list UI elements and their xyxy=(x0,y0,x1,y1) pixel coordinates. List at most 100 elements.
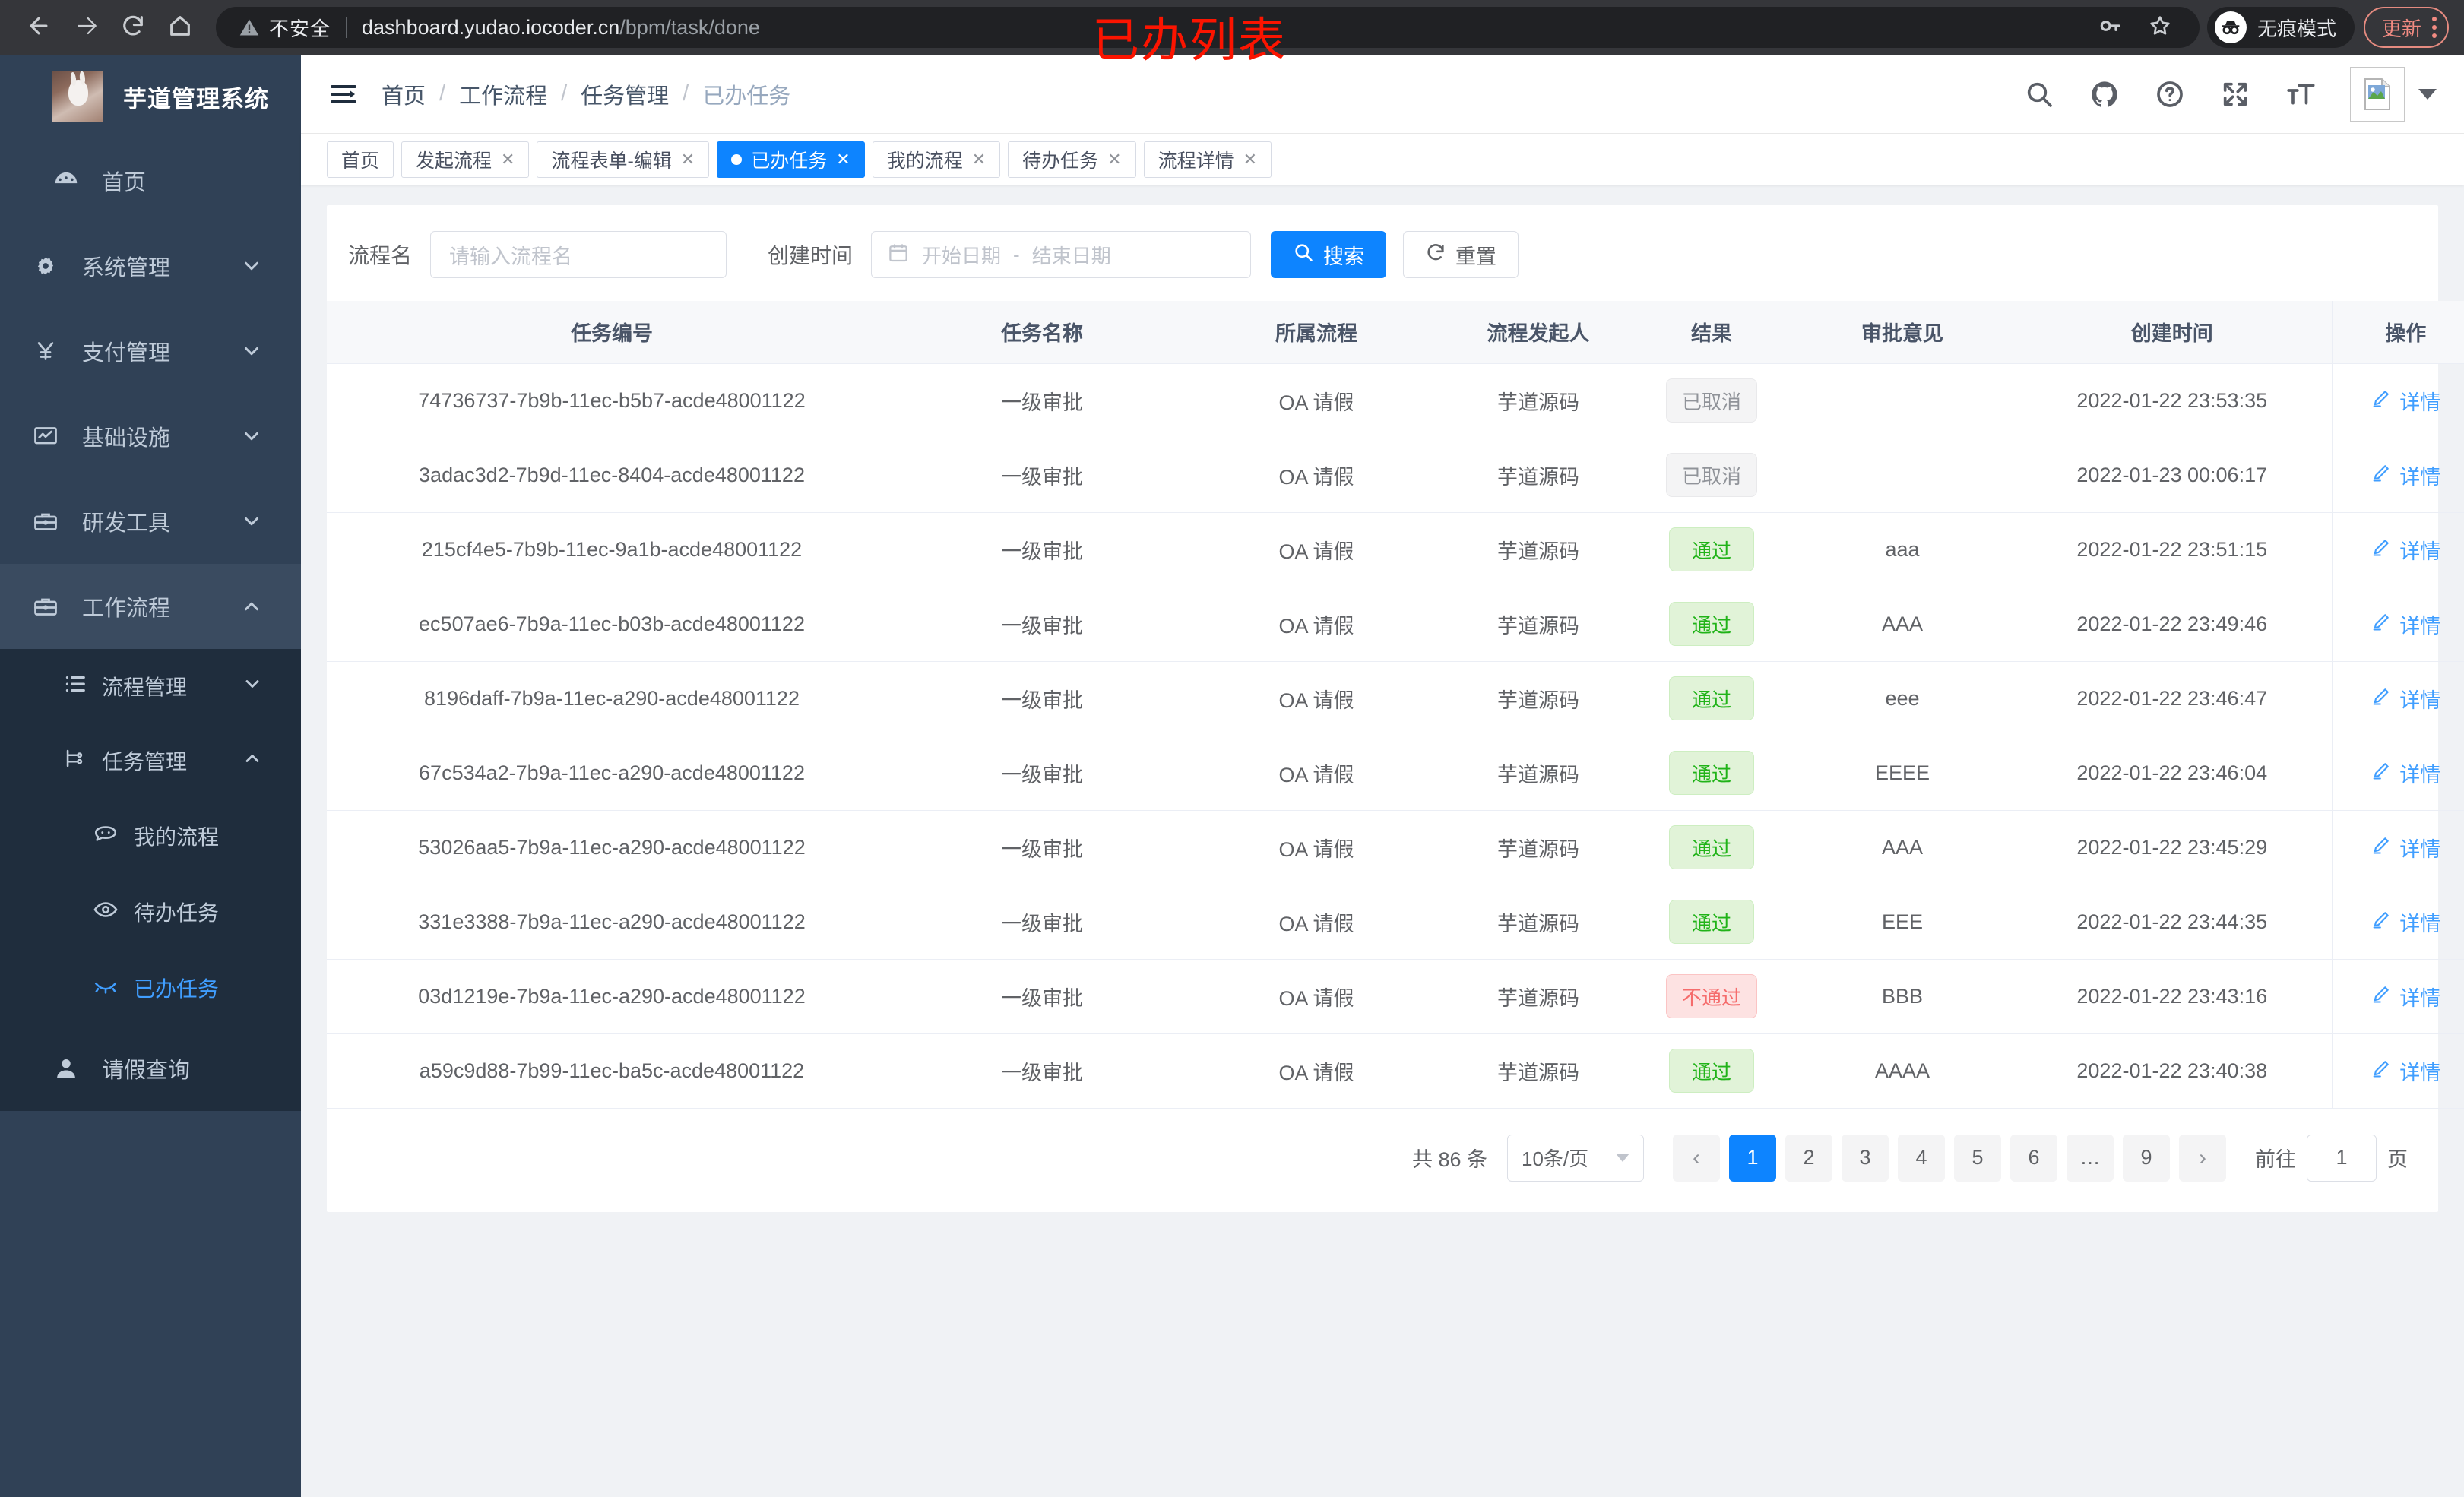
page-button-2[interactable]: 2 xyxy=(1785,1134,1832,1182)
search-icon[interactable] xyxy=(2023,78,2055,110)
security-label: 不安全 xyxy=(269,17,331,40)
page-button-9[interactable]: 9 xyxy=(2123,1134,2170,1182)
edit-pencil-icon xyxy=(2371,685,2392,712)
cell-task-name: 一级审批 xyxy=(897,661,1187,736)
reset-button[interactable]: 重置 xyxy=(1403,231,1519,278)
user-avatar-menu[interactable] xyxy=(2350,66,2437,122)
create-time-daterange[interactable]: 开始日期 - 结束日期 xyxy=(871,231,1252,278)
detail-button[interactable]: 详情 xyxy=(2371,609,2440,639)
close-icon[interactable]: ✕ xyxy=(836,149,850,169)
tab-start-process[interactable]: 发起流程 ✕ xyxy=(401,141,530,178)
tabs-bar: 首页 发起流程 ✕ 流程表单-编辑 ✕ 已办任务 ✕ 我的流程 ✕ 待办任务 ✕ xyxy=(301,134,2464,185)
sidebar-item-home[interactable]: 首页 xyxy=(0,138,301,223)
process-name-input[interactable]: 请输入流程名 xyxy=(430,231,727,278)
cell-result: 通过 xyxy=(1631,736,1792,811)
status-badge: 不通过 xyxy=(1665,974,1757,1018)
page-button-4[interactable]: 4 xyxy=(1898,1134,1945,1182)
sidebar-item-task-management[interactable]: 任务管理 xyxy=(0,723,301,798)
breadcrumb-item-1[interactable]: 工作流程 xyxy=(459,84,548,109)
detail-button[interactable]: 详情 xyxy=(2371,386,2440,416)
close-icon[interactable]: ✕ xyxy=(680,149,695,169)
col-task-name: 任务名称 xyxy=(897,301,1187,364)
prev-page-button[interactable]: ‹ xyxy=(1673,1134,1720,1182)
bookmark-star-icon[interactable] xyxy=(2148,14,2172,42)
sidebar-item-leave-query[interactable]: 请假查询 xyxy=(0,1026,301,1111)
detail-button[interactable]: 详情 xyxy=(2371,982,2440,1011)
goto-page-input[interactable]: 1 xyxy=(2307,1134,2377,1182)
edit-pencil-icon xyxy=(2371,909,2392,935)
brand[interactable]: 芋道管理系统 xyxy=(0,55,301,138)
tab-label: 待办任务 xyxy=(1022,150,1099,172)
status-badge: 通过 xyxy=(1669,1049,1754,1093)
cell-task-id: 331e3388-7b9a-11ec-a290-acde48001122 xyxy=(327,885,897,960)
sidebar-item-my-process[interactable]: 我的流程 xyxy=(0,798,301,874)
detail-button[interactable]: 详情 xyxy=(2371,684,2440,714)
cell-task-id: 03d1219e-7b9a-11ec-a290-acde48001122 xyxy=(327,959,897,1034)
reload-button[interactable] xyxy=(109,4,157,51)
detail-label: 详情 xyxy=(2399,1061,2441,1084)
github-icon[interactable] xyxy=(2089,78,2120,110)
sidebar-item-workflow[interactable]: 工作流程 xyxy=(0,564,301,649)
tab-process-form-edit[interactable]: 流程表单-编辑 ✕ xyxy=(537,141,710,178)
sidebar-item-done-task[interactable]: 已办任务 xyxy=(0,950,301,1026)
close-icon[interactable]: ✕ xyxy=(501,149,515,169)
address-bar[interactable]: 不安全 dashboard.yudao.iocoder.cn/bpm/task/… xyxy=(216,7,2200,48)
cell-opinion: eee xyxy=(1792,661,2013,736)
sidebar-item-payment-management[interactable]: 支付管理 xyxy=(0,309,301,394)
cell-opinion xyxy=(1792,363,2013,438)
tab-my-process[interactable]: 我的流程 ✕ xyxy=(872,141,1001,178)
update-button[interactable]: 更新 xyxy=(2363,7,2449,48)
close-icon[interactable]: ✕ xyxy=(1243,149,1258,169)
incognito-indicator[interactable]: 无痕模式 xyxy=(2206,7,2355,48)
tab-home[interactable]: 首页 xyxy=(327,141,394,178)
sidebar-item-dev-tools[interactable]: 研发工具 xyxy=(0,479,301,564)
back-button[interactable] xyxy=(15,4,62,51)
page-button-5[interactable]: 5 xyxy=(1954,1134,2001,1182)
tab-label: 首页 xyxy=(341,150,380,172)
sidebar-item-infrastructure[interactable]: 基础设施 xyxy=(0,394,301,479)
home-button[interactable] xyxy=(157,4,204,51)
search-button[interactable]: 搜索 xyxy=(1271,231,1387,278)
key-icon[interactable] xyxy=(2098,14,2122,42)
fullscreen-icon[interactable] xyxy=(2219,78,2251,110)
sidebar-item-system-management[interactable]: 系统管理 xyxy=(0,223,301,309)
page-button-3[interactable]: 3 xyxy=(1842,1134,1889,1182)
cell-process: OA 请假 xyxy=(1187,512,1446,587)
detail-button[interactable]: 详情 xyxy=(2371,907,2440,937)
detail-button[interactable]: 详情 xyxy=(2371,1056,2440,1086)
detail-button[interactable]: 详情 xyxy=(2371,535,2440,565)
sidebar-item-process-management[interactable]: 流程管理 xyxy=(0,649,301,723)
cell-task-id: 8196daff-7b9a-11ec-a290-acde48001122 xyxy=(327,661,897,736)
forward-button[interactable] xyxy=(62,4,109,51)
page-button-1[interactable]: 1 xyxy=(1729,1134,1776,1182)
font-size-icon[interactable] xyxy=(2285,78,2317,110)
breadcrumb-item-0[interactable]: 首页 xyxy=(382,84,426,109)
next-page-button[interactable]: › xyxy=(2179,1134,2226,1182)
sidebar-item-todo-task[interactable]: 待办任务 xyxy=(0,874,301,950)
chevron-up-icon xyxy=(240,595,263,618)
refresh-icon xyxy=(1425,242,1446,268)
avatar xyxy=(2350,66,2405,122)
page-button-6[interactable]: 6 xyxy=(2010,1134,2057,1182)
breadcrumb-item-2[interactable]: 任务管理 xyxy=(581,84,670,109)
cell-initiator: 芋道源码 xyxy=(1446,1033,1631,1109)
hamburger-icon[interactable] xyxy=(327,78,360,111)
detail-button[interactable]: 详情 xyxy=(2371,758,2440,788)
kebab-menu-icon[interactable] xyxy=(2432,17,2437,38)
help-circle-icon[interactable] xyxy=(2154,78,2186,110)
detail-button[interactable]: 详情 xyxy=(2371,833,2440,862)
close-icon[interactable]: ✕ xyxy=(971,149,987,169)
cell-task-id: 3adac3d2-7b9d-11ec-8404-acde48001122 xyxy=(327,438,897,513)
cell-opinion xyxy=(1792,438,2013,513)
main-area: 首页 / 工作流程 / 任务管理 / 已办任务 xyxy=(301,55,2464,1497)
tab-todo-task[interactable]: 待办任务 ✕ xyxy=(1008,141,1136,178)
page-ellipsis-button[interactable]: … xyxy=(2067,1134,2114,1182)
detail-button[interactable]: 详情 xyxy=(2371,460,2440,490)
date-separator: - xyxy=(1013,242,1020,266)
page-size-select[interactable]: 10条/页 xyxy=(1507,1134,1644,1182)
tab-done-task[interactable]: 已办任务 ✕ xyxy=(717,141,865,178)
tab-process-detail[interactable]: 流程详情 ✕ xyxy=(1143,141,1272,178)
goto-label: 前往 xyxy=(2255,1148,2296,1171)
breadcrumb-item-3: 已办任务 xyxy=(702,84,791,109)
close-icon[interactable]: ✕ xyxy=(1107,149,1122,169)
